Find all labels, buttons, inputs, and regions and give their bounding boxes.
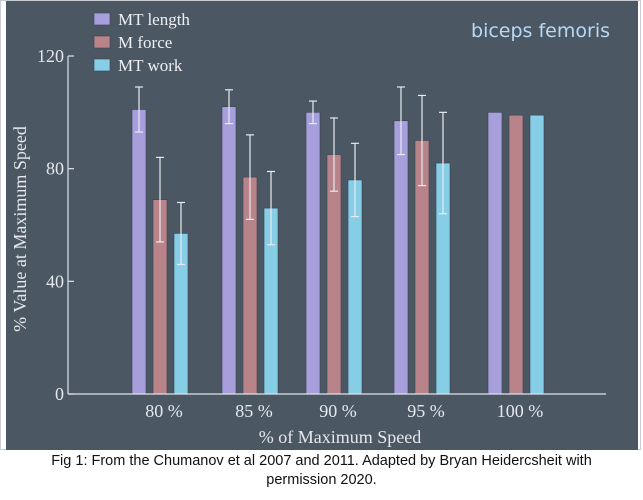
error-bar <box>351 142 359 218</box>
error-bar <box>418 94 426 187</box>
error-bar <box>330 117 338 192</box>
error-bar <box>177 201 185 266</box>
bar-mt-length-1 <box>131 109 147 395</box>
caption-line-2: permission 2020. <box>266 472 377 488</box>
legend-label: MT work <box>118 56 183 75</box>
legend-swatch-mt-length <box>93 12 111 26</box>
error-bar <box>267 170 275 246</box>
legend-swatch-mt-work <box>93 58 111 72</box>
x-tick-label: 80 % <box>145 401 183 421</box>
legend-label: MT length <box>118 10 190 29</box>
legend-label: M force <box>118 33 172 52</box>
error-bar <box>246 134 254 220</box>
y-tick-label: 40 <box>46 271 64 291</box>
error-bar <box>439 111 447 215</box>
x-tick-label: 100 % <box>497 401 544 421</box>
legend-swatch-m-force <box>93 35 111 49</box>
chart-panel: 0 40 80 120 80 % 85 % 90 % 95 % 100 % MT length M… <box>6 1 638 450</box>
bars-layer <box>131 86 545 395</box>
bar-mt-length-4 <box>393 120 409 395</box>
x-tick-label: 85 % <box>235 401 273 421</box>
bar-mt-length-5 <box>487 112 503 395</box>
y-axis-title: % Value at Maximum Speed <box>10 126 30 332</box>
y-tick-label: 120 <box>37 46 64 66</box>
x-axis-title: % of Maximum Speed <box>259 427 421 447</box>
y-tick-label: 80 <box>46 159 64 179</box>
error-bar <box>135 86 143 133</box>
bar-m-force-5 <box>508 114 524 395</box>
y-tick-label: 0 <box>55 384 64 404</box>
error-bar <box>397 86 405 156</box>
figure-caption: Fig 1: From the Chumanov et al 2007 and … <box>0 452 643 490</box>
bar-mt-length-3 <box>305 112 321 395</box>
muscle-annotation: biceps femoris <box>471 20 610 42</box>
caption-line-1: Fig 1: From the Chumanov et al 2007 and … <box>51 453 592 469</box>
error-bar <box>309 100 317 125</box>
legend: MT length M force MT work <box>93 10 190 75</box>
error-bar <box>156 156 164 243</box>
x-tick-label: 95 % <box>407 401 445 421</box>
x-tick-label: 90 % <box>319 401 357 421</box>
axes-layer: 0 40 80 120 80 % 85 % 90 % 95 % 100 % <box>37 46 606 421</box>
bar-mt-work-5 <box>529 114 545 395</box>
error-bar <box>225 89 233 125</box>
bar-mt-length-2 <box>221 106 237 395</box>
